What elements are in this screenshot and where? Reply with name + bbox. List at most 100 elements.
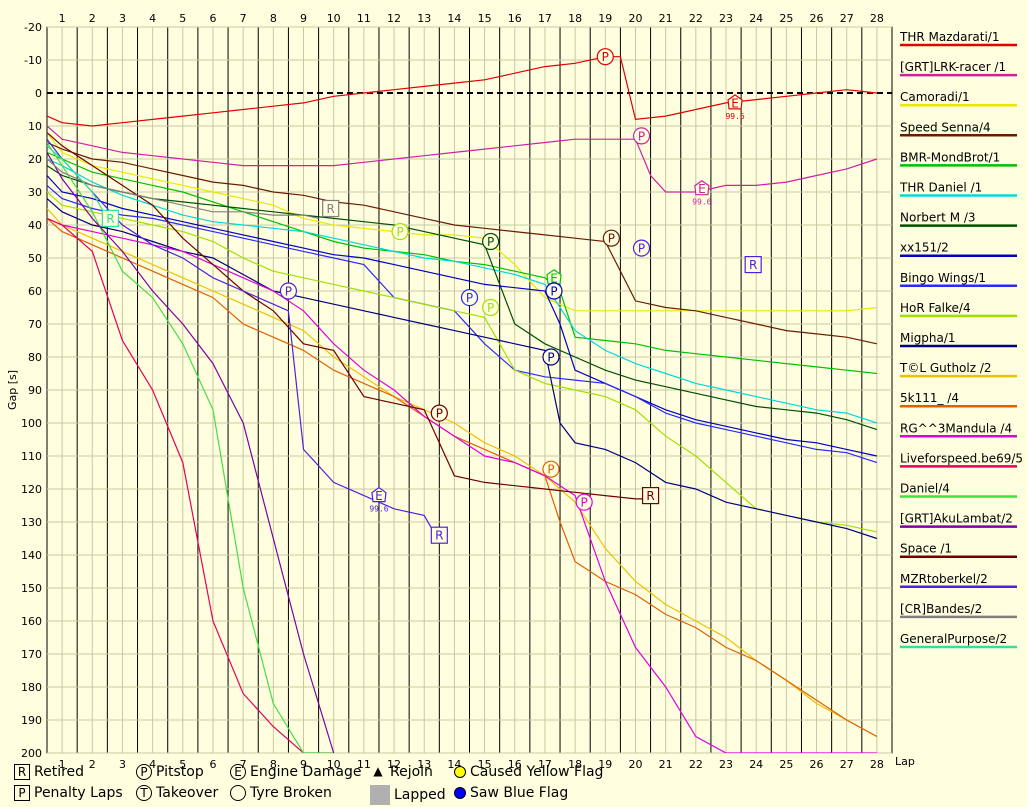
x-tick-label-bottom: 22 [689, 758, 703, 771]
x-tick-label-top: 23 [719, 12, 733, 25]
marker-engine-damage [727, 94, 743, 110]
marker-legend-icon: P [136, 764, 152, 780]
legend-entry-10: Migpha/1 [900, 331, 956, 345]
legend-entry-18: MZRtoberkel/2 [900, 572, 988, 586]
marker-letter: P [547, 463, 554, 477]
marker-retired [641, 487, 660, 505]
marker-legend-icon [454, 766, 466, 778]
legend-entry-20: GeneralPurpose/2 [900, 632, 1007, 646]
legend-entry-2: Camoradi/1 [900, 90, 970, 104]
y-tick-label: 50 [28, 252, 42, 265]
legend-entry-14: Liveforspeed.be69/5 [900, 451, 1023, 465]
x-tick-label-top: 26 [810, 12, 824, 25]
x-tick-label-top: 14 [447, 12, 461, 25]
legend-entry-9: HoR Falke/4 [900, 301, 971, 315]
x-tick-label-bottom: 19 [598, 758, 612, 771]
marker-legend-icon: ▲ [373, 764, 383, 778]
marker-pitstop [482, 232, 500, 251]
series-line-12 [47, 217, 878, 738]
marker-legend-icon: R [14, 764, 30, 780]
x-tick-label-top: 20 [628, 12, 642, 25]
x-tick-label-bottom: 27 [840, 758, 854, 771]
y-tick-label: -10 [24, 54, 42, 67]
legend-entry-16: [GRT]AkuLambat/2 [900, 512, 1013, 526]
marker-letter: P [602, 50, 609, 64]
x-tick-label-top: 28 [870, 12, 884, 25]
x-tick-label-top: 5 [179, 12, 186, 25]
x-tick-label-bottom: 7 [240, 758, 247, 771]
marker-letter: R [749, 258, 757, 272]
x-tick-label-top: 18 [568, 12, 582, 25]
legend-entry-15: Daniel/4 [900, 482, 950, 496]
marker-letter: E [698, 182, 706, 196]
marker-letter: P [638, 129, 645, 143]
x-tick-label-bottom: 11 [357, 758, 371, 771]
legend-entry-5: THR Daniel /1 [899, 181, 982, 195]
y-tick-label: 90 [28, 384, 42, 397]
x-tick-label-bottom: 10 [327, 758, 341, 771]
marker-engine-damage [694, 179, 710, 196]
x-tick-label-bottom: 12 [387, 758, 401, 771]
y-tick-label: 180 [21, 681, 42, 694]
legend-entry-6: Norbert M /3 [900, 211, 976, 225]
marker-pitstop [430, 404, 448, 422]
y-tick-label: -20 [24, 21, 42, 34]
marker-legend-icon [454, 787, 466, 799]
y-axis-label: Gap [s] [6, 370, 19, 410]
x-tick-label-bottom: 6 [209, 758, 216, 771]
x-tick-label-top: 3 [119, 12, 126, 25]
legend-entry-12: 5k111_ /4 [900, 391, 959, 405]
marker-letter: P [396, 225, 403, 239]
marker-retired [322, 199, 340, 218]
marker-legend-icon [230, 785, 246, 801]
x-tick-label-top: 24 [749, 12, 763, 25]
marker-pitstop [545, 282, 563, 300]
y-tick-label: 120 [21, 483, 42, 496]
x-tick-label-top: 15 [478, 12, 492, 25]
marker-value-label: 99.6 [692, 198, 711, 207]
marker-pitstop [482, 298, 500, 317]
x-tick-label-top: 27 [840, 12, 854, 25]
marker-legend-label: Penalty Laps [34, 785, 123, 801]
marker-letter: P [436, 407, 443, 421]
y-tick-label: 150 [21, 582, 42, 595]
marker-legend-label: Engine Damage [250, 764, 362, 780]
marker-legend-item: Tyre Broken [230, 785, 332, 801]
marker-letter: P [608, 232, 615, 246]
x-tick-label-bottom: 23 [719, 758, 733, 771]
marker-letter: P [487, 235, 494, 249]
y-tick-label: 140 [21, 549, 42, 562]
y-tick-label: 40 [28, 219, 42, 232]
x-axis-label: Lap [895, 755, 915, 768]
y-tick-label: 190 [21, 714, 42, 727]
marker-letter: E [375, 489, 383, 503]
y-tick-label: 160 [21, 615, 42, 628]
series-line-20 [47, 145, 108, 219]
x-tick-label-bottom: 15 [478, 758, 492, 771]
x-tick-label-bottom: 1 [59, 758, 66, 771]
x-tick-label-bottom: 24 [749, 758, 763, 771]
x-tick-label-top: 4 [149, 12, 156, 25]
x-tick-label-bottom: 26 [810, 758, 824, 771]
legend-entry-3: Speed Senna/4 [900, 120, 991, 134]
marker-legend-icon: E [230, 764, 246, 780]
marker-legend-item: P Pitstop [136, 764, 204, 780]
marker-value-label: 99.6 [369, 505, 388, 514]
legend-entry-8: Bingo Wings/1 [900, 271, 986, 285]
legend-entry-13: RG^^3Mandula /4 [900, 421, 1012, 435]
marker-legend-item: Saw Blue Flag [454, 785, 568, 801]
series-line-3 [47, 141, 878, 345]
x-tick-label-bottom: 13 [417, 758, 431, 771]
x-tick-label-bottom: 28 [870, 758, 884, 771]
series-line-13 [47, 217, 877, 753]
y-tick-label: 10 [28, 120, 42, 133]
marker-letter: R [106, 212, 114, 226]
x-tick-label-top: 2 [89, 12, 96, 25]
marker-legend-label: Retired [34, 764, 85, 780]
y-tick-label: 20 [28, 153, 42, 166]
legend-entry-19: [CR]Bandes/2 [900, 602, 982, 616]
marker-legend-label: Rejoin [390, 764, 433, 780]
legend-entry-17: Space /1 [900, 542, 952, 556]
series-line-2 [47, 132, 877, 312]
